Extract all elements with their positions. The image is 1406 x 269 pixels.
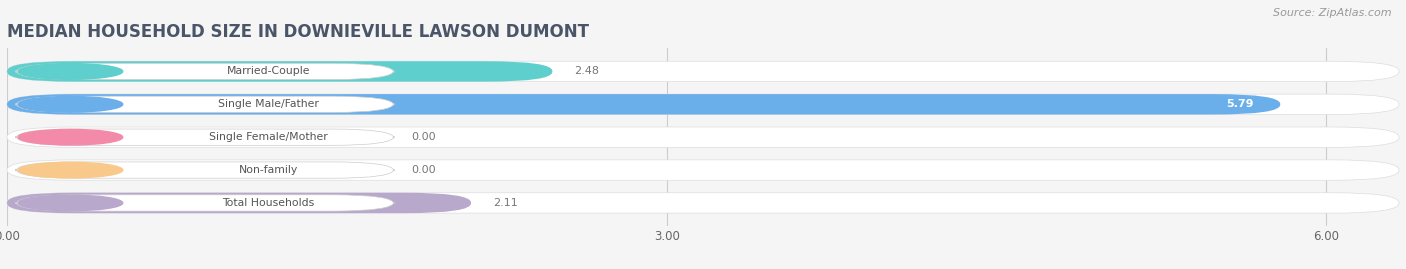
- Text: 2.48: 2.48: [575, 66, 599, 76]
- Text: 0.00: 0.00: [412, 132, 436, 142]
- FancyBboxPatch shape: [7, 61, 1399, 82]
- FancyBboxPatch shape: [15, 96, 394, 112]
- Circle shape: [18, 63, 122, 79]
- Text: MEDIAN HOUSEHOLD SIZE IN DOWNIEVILLE LAWSON DUMONT: MEDIAN HOUSEHOLD SIZE IN DOWNIEVILLE LAW…: [7, 23, 589, 41]
- Text: Single Male/Father: Single Male/Father: [218, 99, 319, 109]
- FancyBboxPatch shape: [7, 160, 1399, 180]
- FancyBboxPatch shape: [7, 61, 553, 82]
- FancyBboxPatch shape: [15, 195, 394, 211]
- FancyBboxPatch shape: [7, 193, 1399, 213]
- Circle shape: [18, 129, 122, 145]
- Text: 2.11: 2.11: [494, 198, 517, 208]
- FancyBboxPatch shape: [15, 129, 394, 145]
- FancyBboxPatch shape: [15, 162, 394, 178]
- Circle shape: [18, 97, 122, 112]
- FancyBboxPatch shape: [7, 127, 1399, 147]
- Text: Non-family: Non-family: [239, 165, 298, 175]
- Text: Total Households: Total Households: [222, 198, 315, 208]
- FancyBboxPatch shape: [7, 193, 471, 213]
- FancyBboxPatch shape: [7, 94, 1281, 115]
- Circle shape: [18, 195, 122, 211]
- Text: Single Female/Mother: Single Female/Mother: [209, 132, 328, 142]
- Text: 0.00: 0.00: [412, 165, 436, 175]
- Text: Married-Couple: Married-Couple: [226, 66, 311, 76]
- FancyBboxPatch shape: [15, 63, 394, 80]
- Text: Source: ZipAtlas.com: Source: ZipAtlas.com: [1274, 8, 1392, 18]
- Circle shape: [18, 162, 122, 178]
- FancyBboxPatch shape: [7, 94, 1399, 115]
- Text: 5.79: 5.79: [1226, 99, 1254, 109]
